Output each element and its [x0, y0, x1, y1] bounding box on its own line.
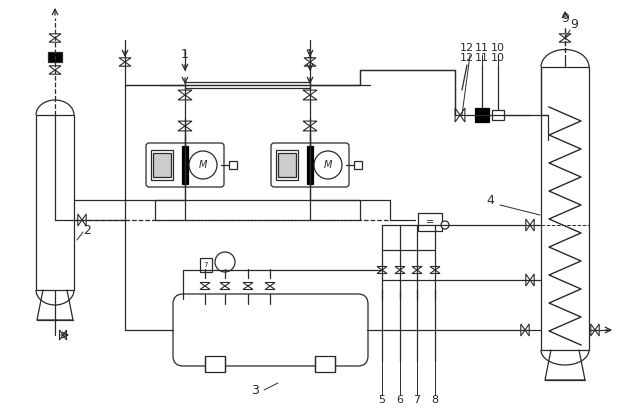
Bar — [276, 150, 298, 180]
FancyBboxPatch shape — [271, 143, 349, 187]
Text: 11: 11 — [475, 53, 489, 63]
Text: 11: 11 — [475, 43, 489, 53]
Bar — [541, 67, 589, 350]
FancyBboxPatch shape — [173, 294, 368, 366]
Text: 12: 12 — [460, 53, 474, 63]
Text: 8: 8 — [432, 395, 438, 405]
Circle shape — [314, 151, 342, 179]
Text: 6: 6 — [397, 395, 404, 405]
Text: M: M — [199, 160, 207, 170]
Text: 3: 3 — [251, 383, 259, 397]
Bar — [182, 146, 188, 184]
Circle shape — [189, 151, 217, 179]
Text: 5: 5 — [378, 395, 386, 405]
Bar — [492, 110, 504, 120]
Bar — [475, 108, 489, 122]
FancyBboxPatch shape — [146, 143, 224, 187]
Text: M: M — [324, 160, 332, 170]
Text: 10: 10 — [491, 53, 505, 63]
Bar — [278, 153, 296, 177]
Circle shape — [215, 252, 235, 272]
Bar — [36, 115, 74, 290]
Bar — [205, 356, 225, 372]
Bar — [229, 161, 237, 169]
Bar — [418, 213, 442, 231]
Text: =: = — [426, 217, 434, 227]
Text: 7: 7 — [204, 262, 208, 268]
Text: 2: 2 — [83, 224, 91, 236]
Bar — [153, 153, 171, 177]
Text: 7: 7 — [414, 395, 420, 405]
Bar — [307, 146, 313, 184]
Text: 9: 9 — [561, 12, 569, 25]
Text: 4: 4 — [486, 194, 494, 206]
Text: 10: 10 — [491, 43, 505, 53]
Bar — [200, 258, 212, 272]
Text: 12: 12 — [460, 43, 474, 53]
Circle shape — [441, 221, 449, 229]
Text: 1: 1 — [306, 48, 314, 62]
Text: 9: 9 — [570, 18, 578, 32]
Bar — [151, 150, 173, 180]
Bar — [315, 356, 335, 372]
Bar — [354, 161, 362, 169]
Bar — [48, 52, 62, 62]
Text: 1: 1 — [181, 48, 189, 62]
